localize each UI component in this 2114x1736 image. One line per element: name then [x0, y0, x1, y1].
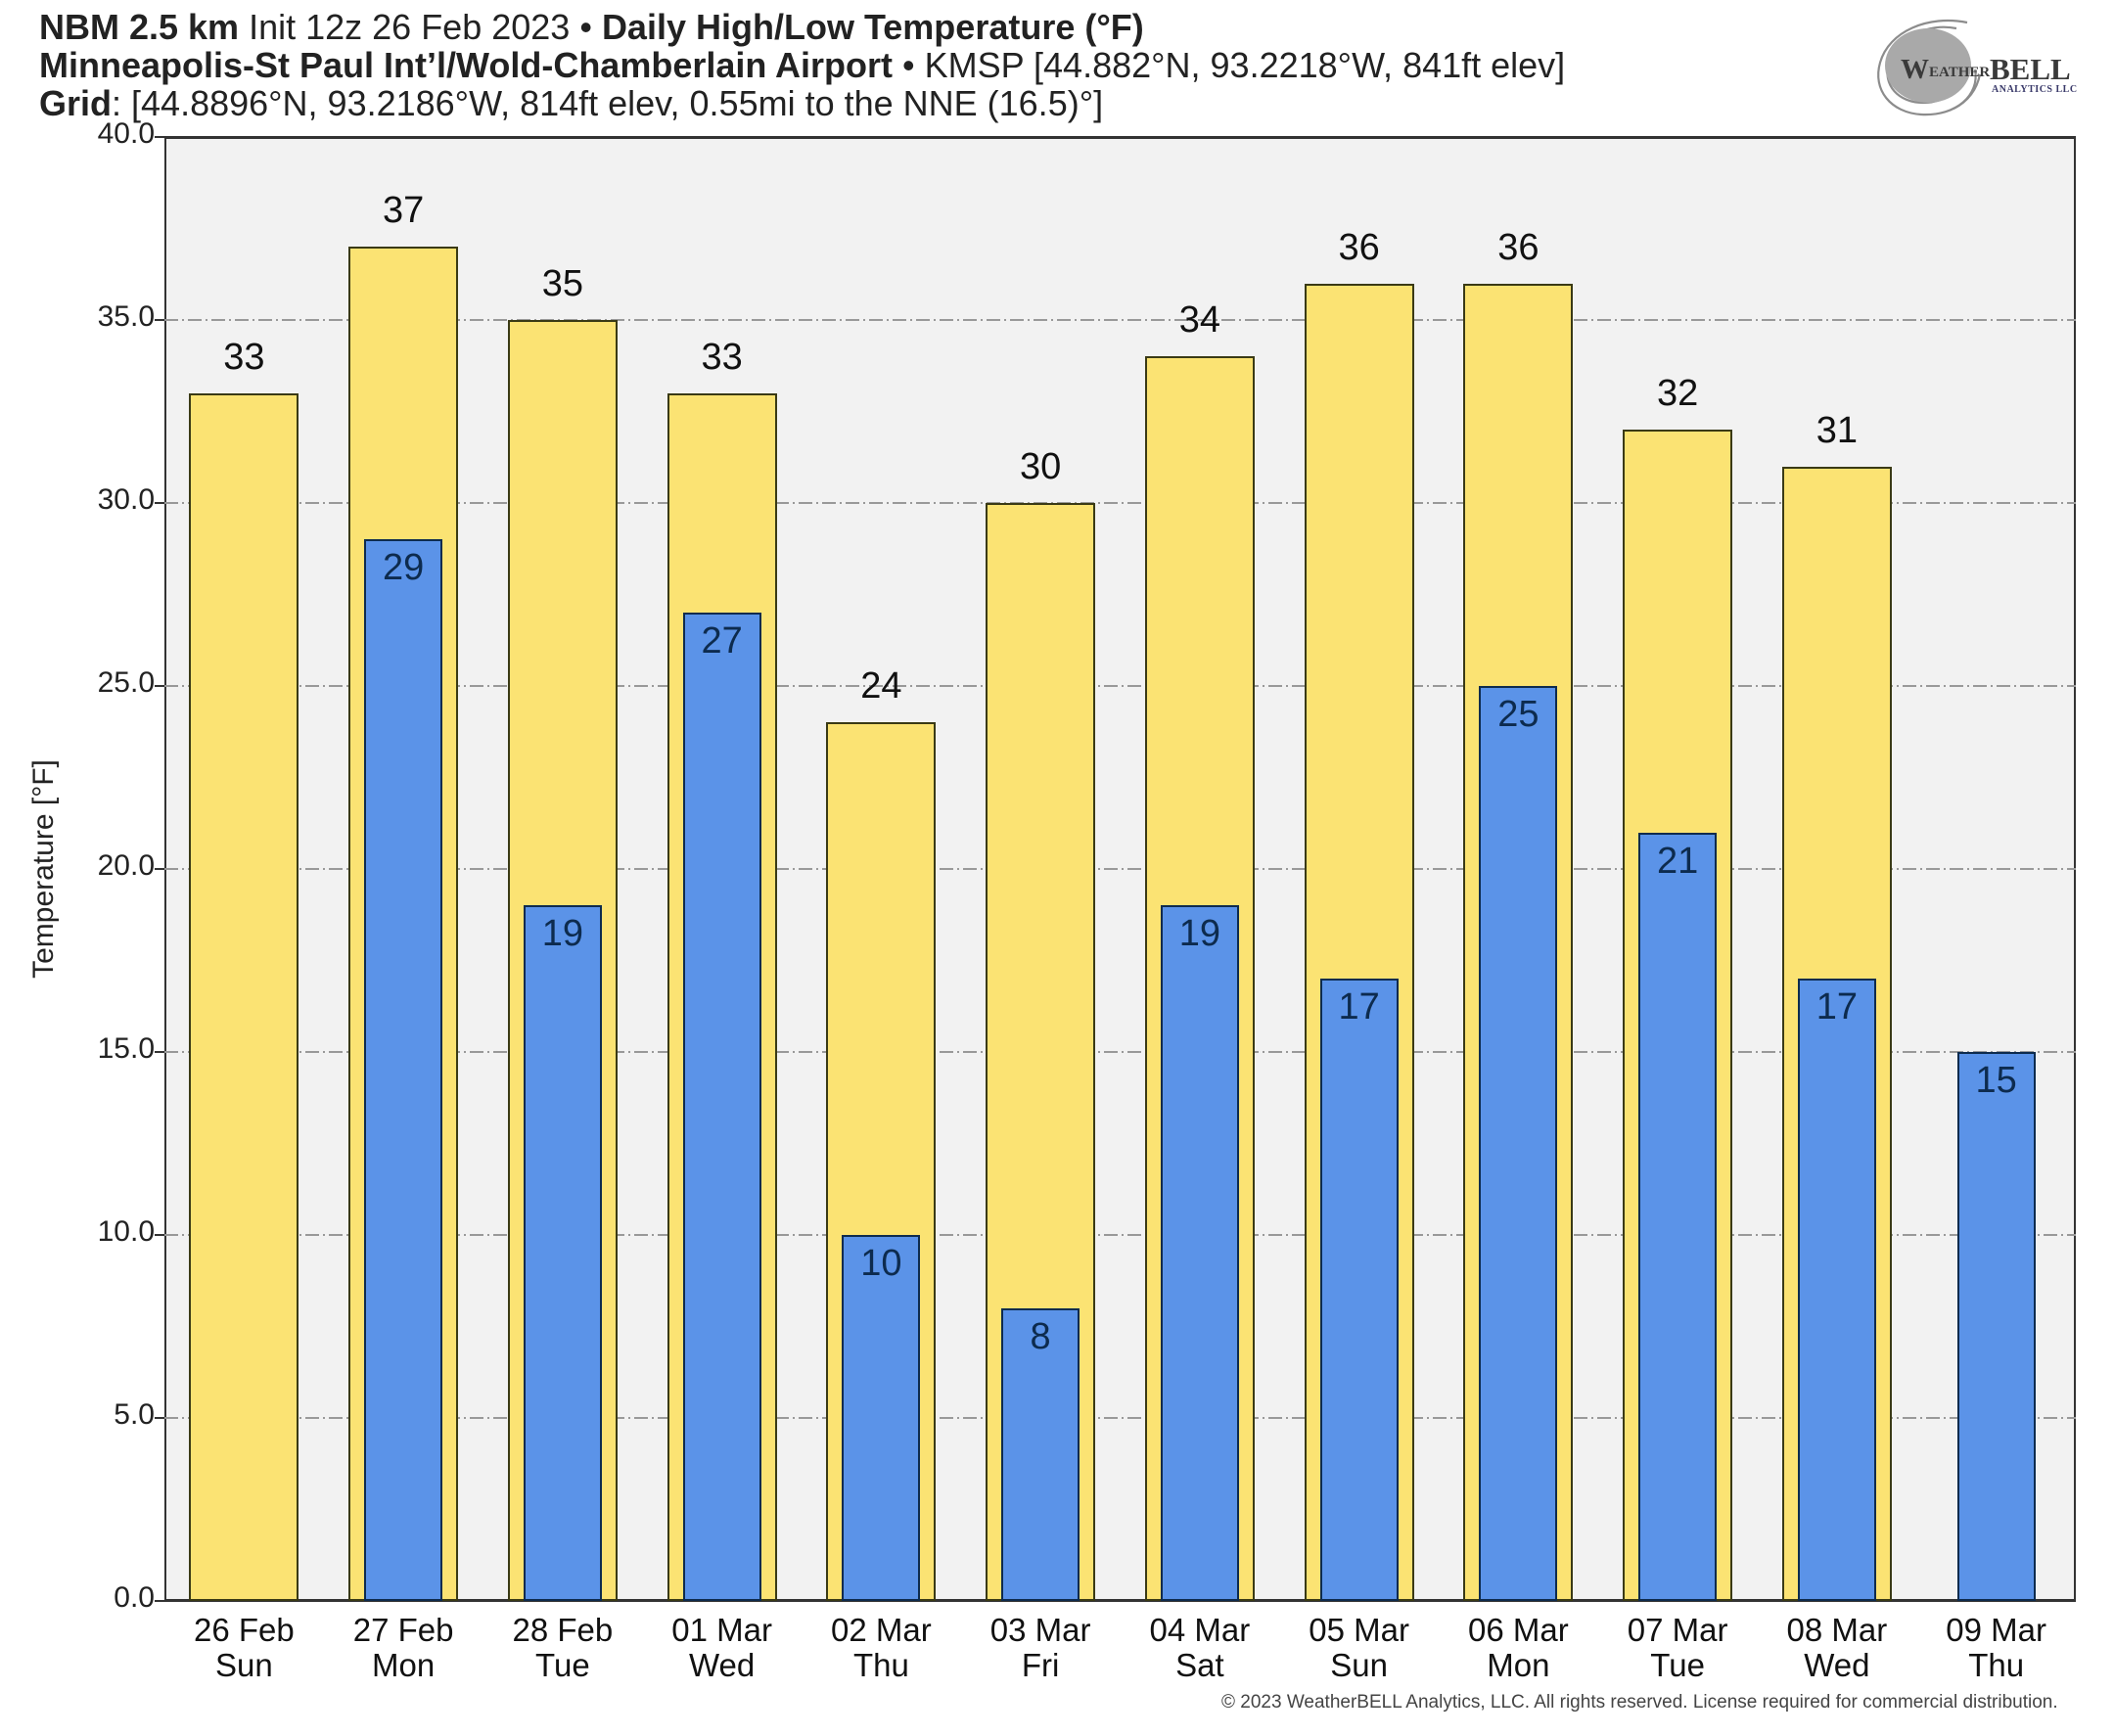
svg-text:BELL: BELL: [1990, 52, 2071, 86]
svg-text:EATHER: EATHER: [1929, 65, 1990, 80]
svg-text:ANALYTICS LLC: ANALYTICS LLC: [1992, 84, 2078, 95]
svg-text:W: W: [1901, 54, 1929, 85]
